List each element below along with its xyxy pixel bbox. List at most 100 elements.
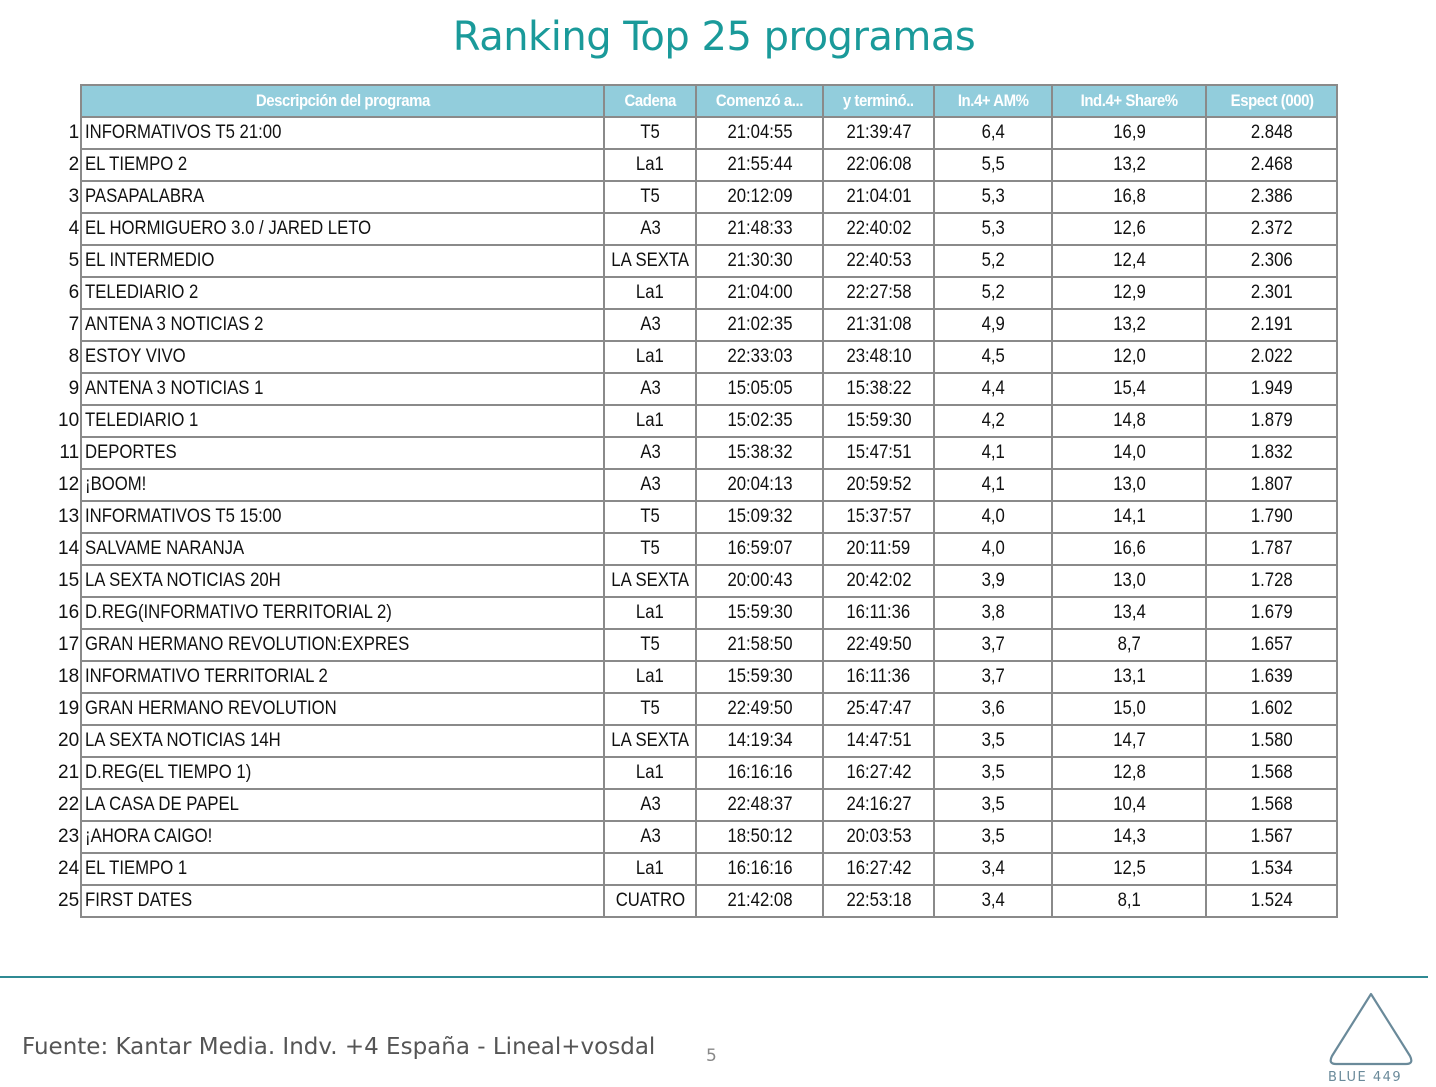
cell-share: 8,1 bbox=[1051, 884, 1208, 918]
cell-start: 21:48:33 bbox=[695, 212, 825, 246]
cell-espect: 1.568 bbox=[1205, 788, 1339, 822]
cell-cadena: La1 bbox=[603, 148, 698, 182]
source-note: Fuente: Kantar Media. Indv. +4 España - … bbox=[22, 1034, 656, 1060]
rank-number: 6 bbox=[68, 282, 80, 303]
rank-number: 2 bbox=[68, 154, 80, 175]
cell-end: 21:39:47 bbox=[822, 116, 936, 150]
cell-espect: 2.191 bbox=[1205, 308, 1339, 342]
rank-number: 10 bbox=[58, 410, 80, 431]
cell-end: 22:49:50 bbox=[822, 628, 936, 662]
cell-am: 5,2 bbox=[933, 276, 1054, 310]
cell-start: 16:59:07 bbox=[695, 532, 825, 566]
cell-start: 22:49:50 bbox=[695, 692, 825, 726]
cell-espect: 1.807 bbox=[1205, 468, 1339, 502]
cell-end: 15:37:57 bbox=[822, 500, 936, 534]
cell-am: 3,9 bbox=[933, 564, 1054, 598]
cell-am: 5,2 bbox=[933, 244, 1054, 278]
cell-start: 21:30:30 bbox=[695, 244, 825, 278]
cell-desc: TELEDIARIO 2 bbox=[80, 276, 606, 310]
cell-start: 15:05:05 bbox=[695, 372, 825, 406]
rank-number: 18 bbox=[58, 666, 80, 687]
cell-desc: D.REG(EL TIEMPO 1) bbox=[80, 756, 606, 790]
cell-desc: LA SEXTA NOTICIAS 20H bbox=[80, 564, 606, 598]
rank-number: 17 bbox=[58, 634, 80, 655]
cell-end: 15:47:51 bbox=[822, 436, 936, 470]
cell-cadena: La1 bbox=[603, 660, 698, 694]
cell-end: 22:40:53 bbox=[822, 244, 936, 278]
cell-start: 14:19:34 bbox=[695, 724, 825, 758]
cell-am: 3,7 bbox=[933, 660, 1054, 694]
rank-number: 24 bbox=[58, 858, 80, 879]
cell-end: 16:11:36 bbox=[822, 660, 936, 694]
cell-share: 13,2 bbox=[1051, 148, 1208, 182]
table-row: 23 ¡AHORA CAIGO! A3 18:50:12 20:03:53 3,5 14,3… bbox=[58, 820, 1339, 854]
table-row: 6 TELEDIARIO 2 La1 21:04:00 22:27:58 5,2 12,9 2… bbox=[58, 276, 1339, 310]
cell-share: 16,8 bbox=[1051, 180, 1208, 214]
table-row: 24 EL TIEMPO 1 La1 16:16:16 16:27:42 3,4 12,5 1… bbox=[58, 852, 1339, 886]
cell-cadena: LA SEXTA bbox=[603, 244, 698, 278]
ranking-table-container: Descripción del programa Cadena Comenzó … bbox=[58, 84, 1339, 918]
cell-espect: 1.949 bbox=[1205, 372, 1339, 406]
cell-cadena: T5 bbox=[603, 628, 698, 662]
cell-share: 12,9 bbox=[1051, 276, 1208, 310]
page-title: Ranking Top 25 programas bbox=[452, 14, 976, 60]
cell-am: 5,3 bbox=[933, 180, 1054, 214]
cell-desc: ¡BOOM! bbox=[80, 468, 606, 502]
cell-end: 21:04:01 bbox=[822, 180, 936, 214]
cell-start: 16:16:16 bbox=[695, 756, 825, 790]
table-row: 21 D.REG(EL TIEMPO 1) La1 16:16:16 16:27:42 3… bbox=[58, 756, 1339, 790]
cell-espect: 1.787 bbox=[1205, 532, 1339, 566]
cell-cadena: A3 bbox=[603, 820, 698, 854]
cell-desc: EL INTERMEDIO bbox=[80, 244, 606, 278]
cell-espect: 1.879 bbox=[1205, 404, 1339, 438]
cell-cadena: La1 bbox=[603, 756, 698, 790]
cell-cadena: A3 bbox=[603, 212, 698, 246]
cell-cadena: LA SEXTA bbox=[603, 564, 698, 598]
cell-espect: 2.848 bbox=[1205, 116, 1339, 150]
cell-start: 21:42:08 bbox=[695, 884, 825, 918]
table-row: 18 INFORMATIVO TERRITORIAL 2 La1 15:59:30 16… bbox=[58, 660, 1339, 694]
rank-header bbox=[58, 85, 81, 117]
table-row: 4 EL HORMIGUERO 3.0 / JARED LETO A3 21:48:3… bbox=[58, 212, 1339, 246]
cell-am: 3,4 bbox=[933, 884, 1054, 918]
cell-espect: 1.567 bbox=[1205, 820, 1339, 854]
cell-cadena: La1 bbox=[603, 404, 698, 438]
rank-number: 7 bbox=[68, 314, 80, 335]
table-row: 5 EL INTERMEDIO LA SEXTA 21:30:30 22:40:53 5,… bbox=[58, 244, 1339, 278]
cell-desc: EL TIEMPO 1 bbox=[80, 852, 606, 886]
cell-am: 6,4 bbox=[933, 116, 1054, 150]
cell-end: 22:27:58 bbox=[822, 276, 936, 310]
cell-am: 5,3 bbox=[933, 212, 1054, 246]
cell-share: 13,0 bbox=[1051, 468, 1208, 502]
cell-start: 21:04:00 bbox=[695, 276, 825, 310]
table-row: 1 INFORMATIVOS T5 21:00 T5 21:04:55 21:39:47… bbox=[58, 116, 1339, 150]
cell-cadena: T5 bbox=[603, 500, 698, 534]
rank-number: 25 bbox=[58, 890, 80, 911]
cell-start: 15:38:32 bbox=[695, 436, 825, 470]
cell-desc: SALVAME NARANJA bbox=[80, 532, 606, 566]
cell-end: 23:48:10 bbox=[822, 340, 936, 374]
cell-end: 16:11:36 bbox=[822, 596, 936, 630]
cell-end: 20:42:02 bbox=[822, 564, 936, 598]
cell-share: 14,0 bbox=[1051, 436, 1208, 470]
rank-number: 1 bbox=[68, 122, 80, 143]
rank-number: 22 bbox=[58, 794, 80, 815]
table-row: 3 PASAPALABRA T5 20:12:09 21:04:01 5,3 16,8 2.3… bbox=[58, 180, 1339, 214]
cell-cadena: A3 bbox=[603, 468, 698, 502]
cell-desc: DEPORTES bbox=[80, 436, 606, 470]
table-row: 9 ANTENA 3 NOTICIAS 1 A3 15:05:05 15:38:22 4,… bbox=[58, 372, 1339, 406]
cell-share: 16,6 bbox=[1051, 532, 1208, 566]
cell-start: 18:50:12 bbox=[695, 820, 825, 854]
cell-end: 22:06:08 bbox=[822, 148, 936, 182]
cell-cadena: La1 bbox=[603, 340, 698, 374]
cell-desc: FIRST DATES bbox=[80, 884, 606, 918]
cell-cadena: La1 bbox=[603, 276, 698, 310]
rank-number: 3 bbox=[68, 186, 80, 207]
cell-cadena: CUATRO bbox=[603, 884, 698, 918]
cell-end: 22:40:02 bbox=[822, 212, 936, 246]
cell-end: 25:47:47 bbox=[822, 692, 936, 726]
cell-share: 12,5 bbox=[1051, 852, 1208, 886]
column-header-espect: Espect (000) bbox=[1205, 84, 1339, 118]
column-header-share: Ind.4+ Share% bbox=[1051, 84, 1208, 118]
cell-share: 12,8 bbox=[1051, 756, 1208, 790]
